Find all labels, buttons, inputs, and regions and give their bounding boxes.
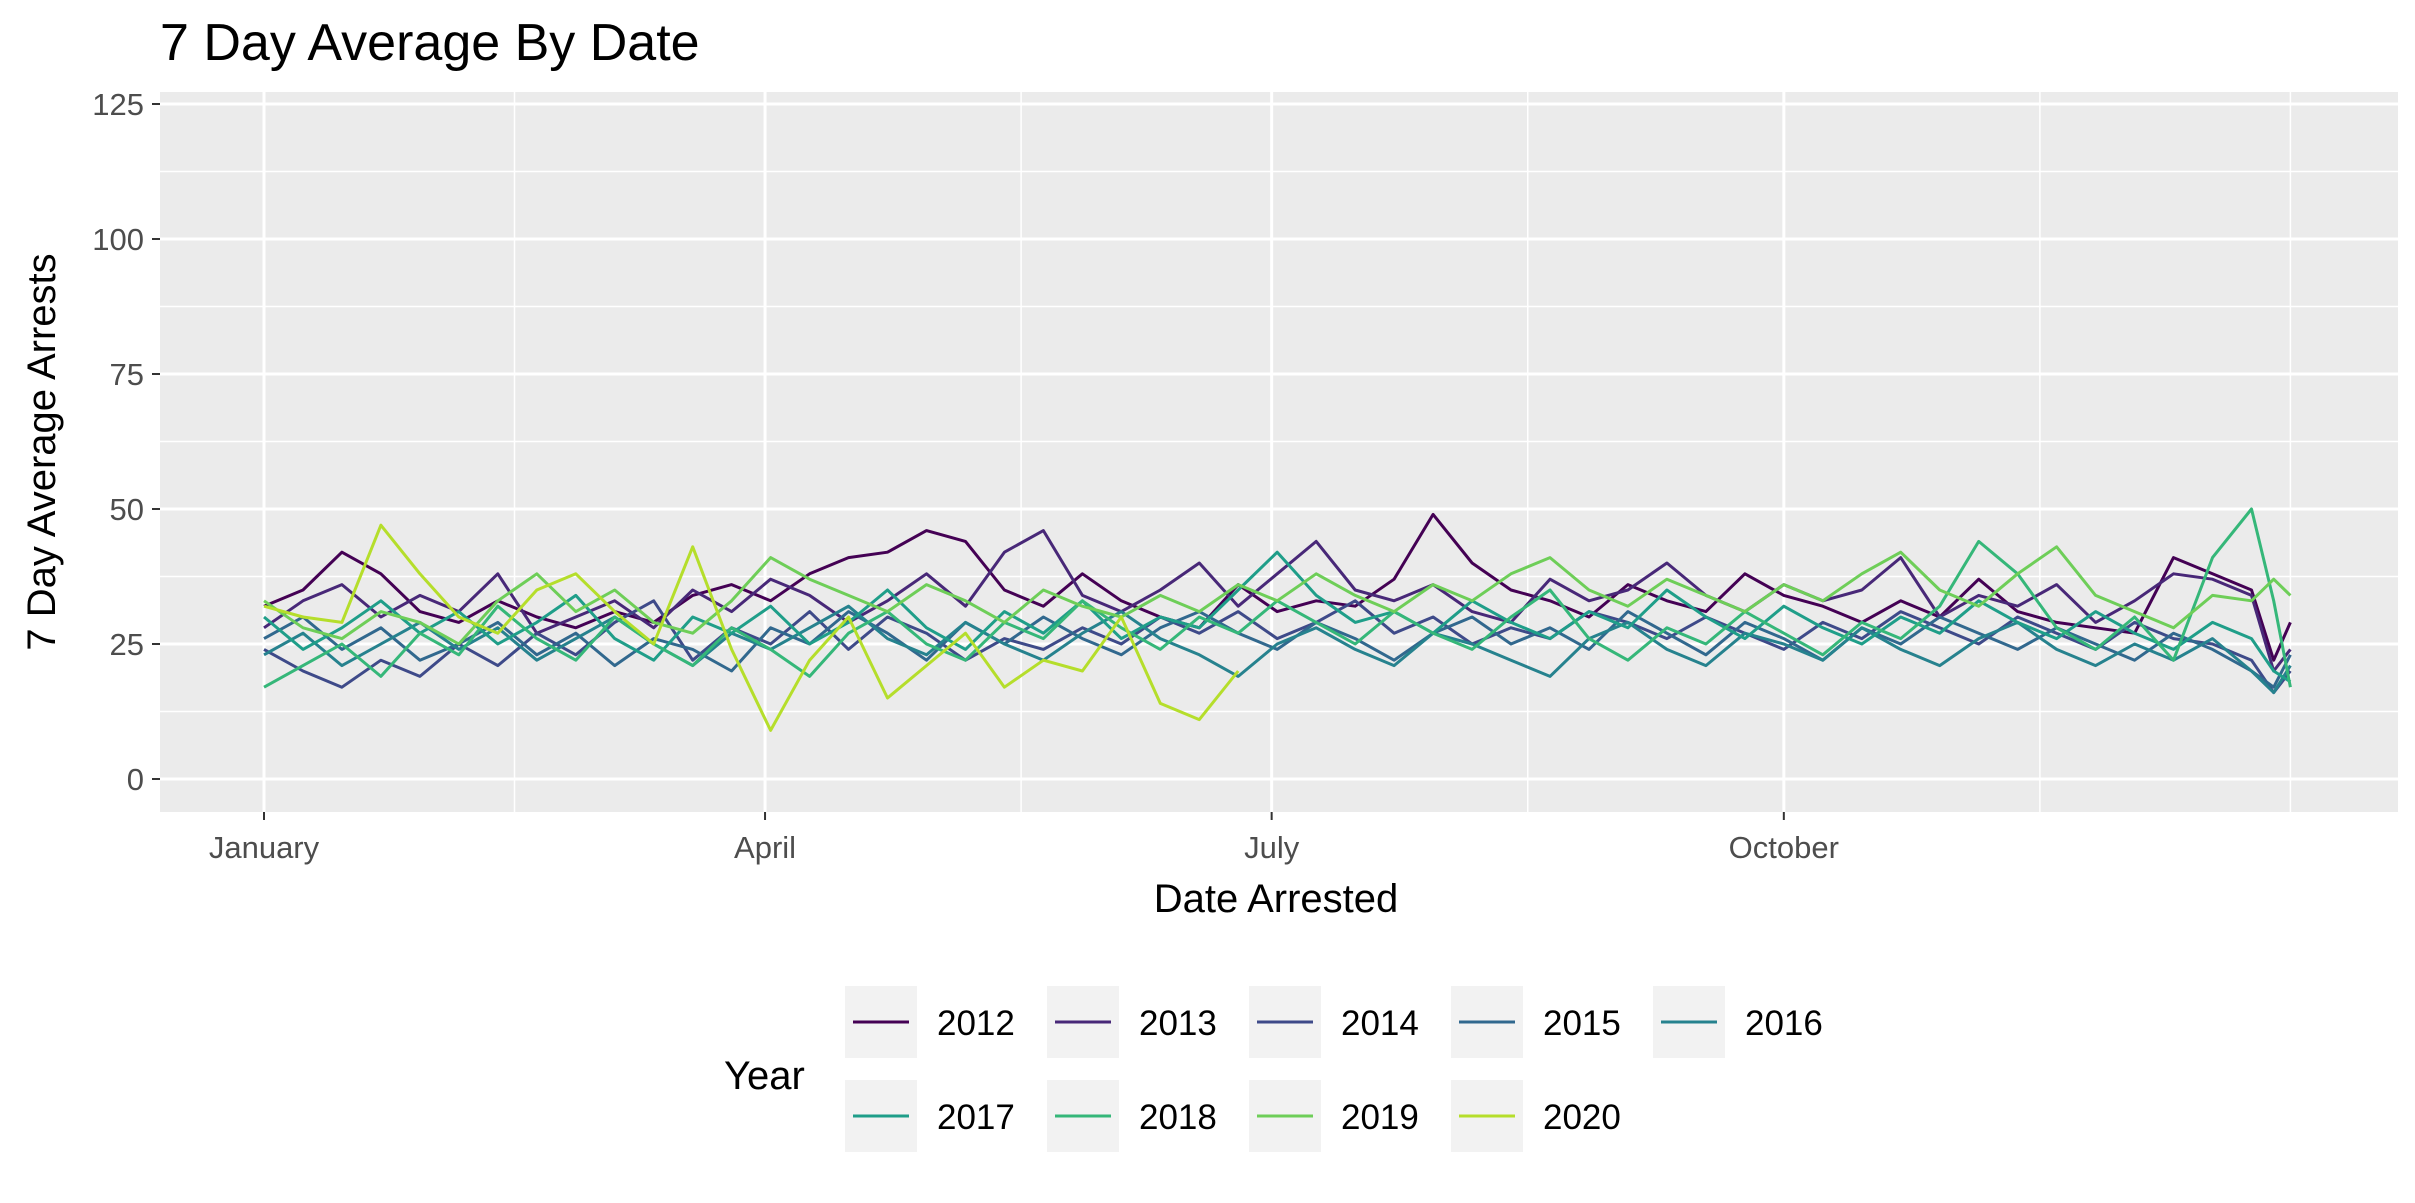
x-axis: January April July October xyxy=(209,812,1839,865)
major-gridlines xyxy=(160,92,2398,812)
series-line-2018 xyxy=(263,507,2292,689)
y-axis-title: 7 Day Average Arrests xyxy=(20,253,64,650)
series-line-2016 xyxy=(263,604,2292,695)
y-tick-label: 50 xyxy=(110,492,144,527)
y-tick-label: 125 xyxy=(92,87,144,122)
legend: Year 2012 2013 2014 2015 2016 2017 2018 2019 202… xyxy=(724,986,1823,1152)
legend-label: 2018 xyxy=(1139,1098,1217,1137)
legend-label: 2019 xyxy=(1341,1098,1419,1137)
series-line-2019 xyxy=(263,545,2292,646)
x-tick-label: July xyxy=(1244,830,1300,865)
legend-label: 2015 xyxy=(1543,1004,1621,1043)
plot-series xyxy=(263,507,2292,732)
y-tick-label: 100 xyxy=(92,222,144,257)
series-line-2017 xyxy=(263,550,2292,684)
legend-label: 2012 xyxy=(937,1004,1015,1043)
legend-label: 2020 xyxy=(1543,1098,1621,1137)
legend-label: 2014 xyxy=(1341,1004,1419,1043)
x-tick-label: October xyxy=(1729,830,1839,865)
y-tick-label: 25 xyxy=(110,627,144,662)
x-tick-label: January xyxy=(209,830,320,865)
legend-title: Year xyxy=(724,1054,805,1098)
x-axis-title: Date Arrested xyxy=(1154,877,1399,921)
y-tick-label: 0 xyxy=(127,762,144,797)
plot-panel xyxy=(160,92,2398,812)
legend-label: 2016 xyxy=(1745,1004,1823,1043)
x-tick-label: April xyxy=(734,830,796,865)
chart-title: 7 Day Average By Date xyxy=(160,14,700,72)
series-line-2014 xyxy=(263,599,2292,695)
legend-label: 2013 xyxy=(1139,1004,1217,1043)
y-axis: 0 25 50 75 100 125 xyxy=(92,87,160,797)
series-line-2012 xyxy=(263,512,2292,662)
y-tick-label: 75 xyxy=(110,357,144,392)
legend-label: 2017 xyxy=(937,1098,1015,1137)
series-line-2020 xyxy=(263,523,1240,732)
